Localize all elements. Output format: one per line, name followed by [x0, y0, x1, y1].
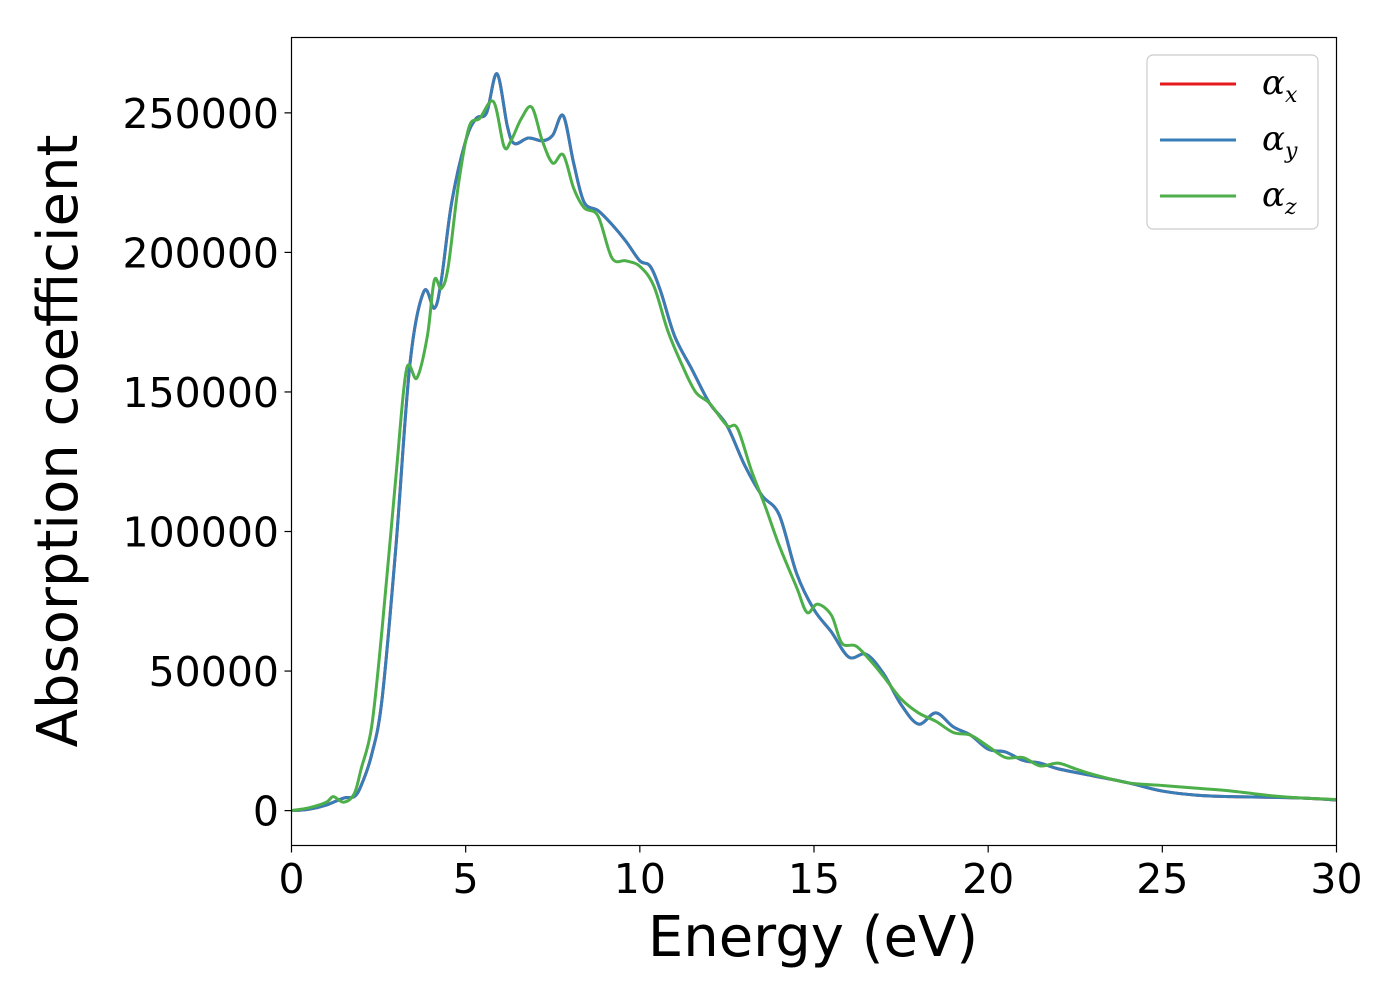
- y-axis-label: Absorption coefficient: [26, 135, 91, 748]
- y-axis: 0 50000 100000 150000 200000 250000: [122, 90, 292, 836]
- legend-box: [1146, 54, 1319, 230]
- x-tick-label: 5: [453, 855, 479, 903]
- x-tick-label: 15: [788, 855, 840, 903]
- series-layer: [291, 72, 1337, 813]
- y-tick-label: 250000: [122, 90, 279, 138]
- x-tick-label: 10: [614, 855, 666, 903]
- y-tick-label: 0: [253, 788, 279, 836]
- x-tick-label: 30: [1310, 855, 1362, 903]
- y-tick-label: 100000: [122, 509, 279, 557]
- x-axis-label: Energy (eV): [648, 905, 978, 970]
- y-tick-label: 50000: [149, 648, 279, 696]
- x-axis: 0 5 10 15 20 25 30: [278, 845, 1363, 903]
- y-tick-label: 200000: [122, 229, 279, 277]
- x-tick-label: 20: [962, 855, 1014, 903]
- y-tick-label: 150000: [122, 369, 279, 417]
- series-line-y: [291, 72, 1337, 813]
- x-tick-label: 0: [278, 855, 304, 903]
- series-line-z: [291, 99, 1337, 813]
- x-tick-label: 25: [1136, 855, 1188, 903]
